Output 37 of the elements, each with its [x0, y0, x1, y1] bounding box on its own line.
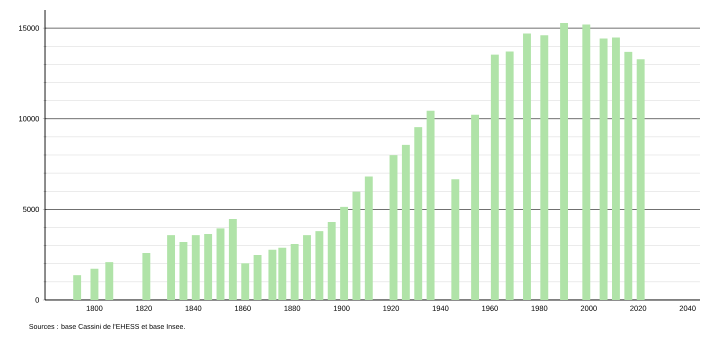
bar [426, 110, 435, 300]
bar [624, 52, 632, 300]
bar [540, 35, 548, 300]
bar [612, 38, 620, 300]
bar [90, 268, 98, 300]
bar [315, 231, 324, 300]
bar [179, 242, 188, 300]
bar [192, 235, 200, 300]
bar [414, 127, 422, 300]
bar [471, 114, 480, 300]
bar [352, 192, 360, 300]
bar [600, 38, 608, 300]
bar [560, 23, 568, 300]
bar [204, 234, 212, 300]
bar [390, 155, 398, 300]
bar [254, 255, 262, 300]
bar [73, 275, 82, 300]
bar [142, 253, 150, 300]
bar [167, 235, 176, 300]
bar [290, 244, 299, 300]
bar [582, 24, 590, 300]
bar [340, 206, 348, 300]
bar [268, 250, 276, 300]
bar [523, 34, 531, 300]
bar [506, 52, 514, 300]
bar [278, 248, 286, 300]
bar [402, 144, 410, 300]
bar [451, 179, 460, 300]
bar [303, 235, 311, 300]
bar [490, 54, 499, 300]
bar [228, 218, 237, 300]
bar [364, 176, 373, 300]
bar [241, 263, 250, 300]
bar [328, 222, 336, 300]
bar [636, 59, 645, 300]
bar [105, 262, 114, 300]
bar [216, 228, 224, 300]
